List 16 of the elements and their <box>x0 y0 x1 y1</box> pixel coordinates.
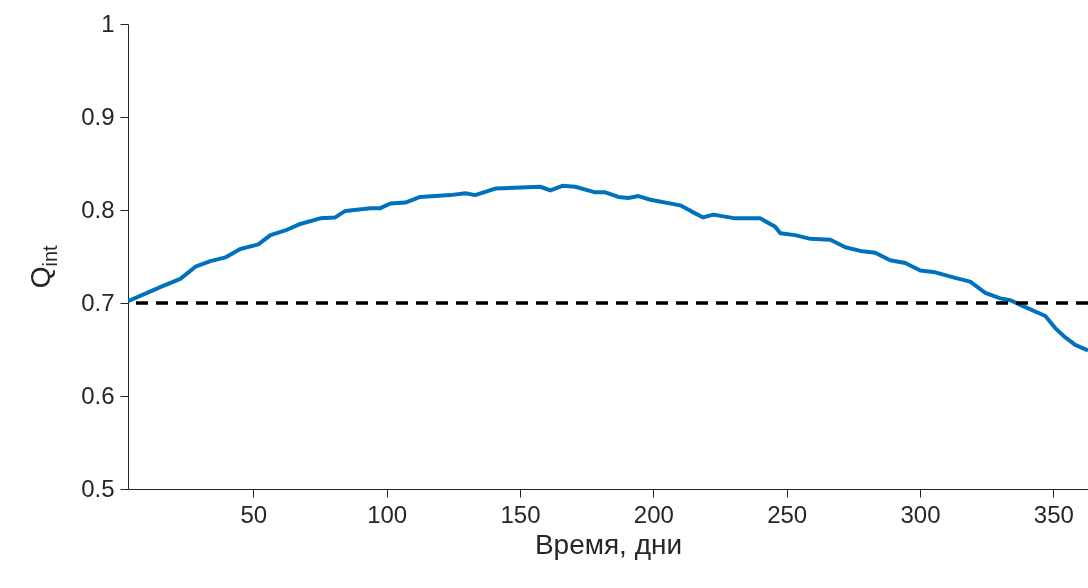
y-tick-label: 1 <box>101 9 115 37</box>
x-axis-title: Время, дни <box>534 528 683 560</box>
line-series <box>128 183 1088 353</box>
x-tick-label: 150 <box>500 500 541 528</box>
x-tick-label: 350 <box>1033 500 1074 528</box>
x-tick-label: 50 <box>240 500 268 528</box>
x-tick-label: 200 <box>633 500 674 528</box>
x-tick-label: 100 <box>367 500 408 528</box>
y-tick-label: 0.9 <box>81 102 115 130</box>
x-tick-label: 300 <box>900 500 941 528</box>
y-tick-label: 0.6 <box>81 381 115 409</box>
x-tick-label: 250 <box>767 500 808 528</box>
y-tick-label: 0.5 <box>81 474 115 502</box>
y-axis-title: Qint <box>25 244 61 289</box>
y-tick-label: 0.8 <box>81 195 115 223</box>
y-tick-label: 0.7 <box>81 288 115 316</box>
